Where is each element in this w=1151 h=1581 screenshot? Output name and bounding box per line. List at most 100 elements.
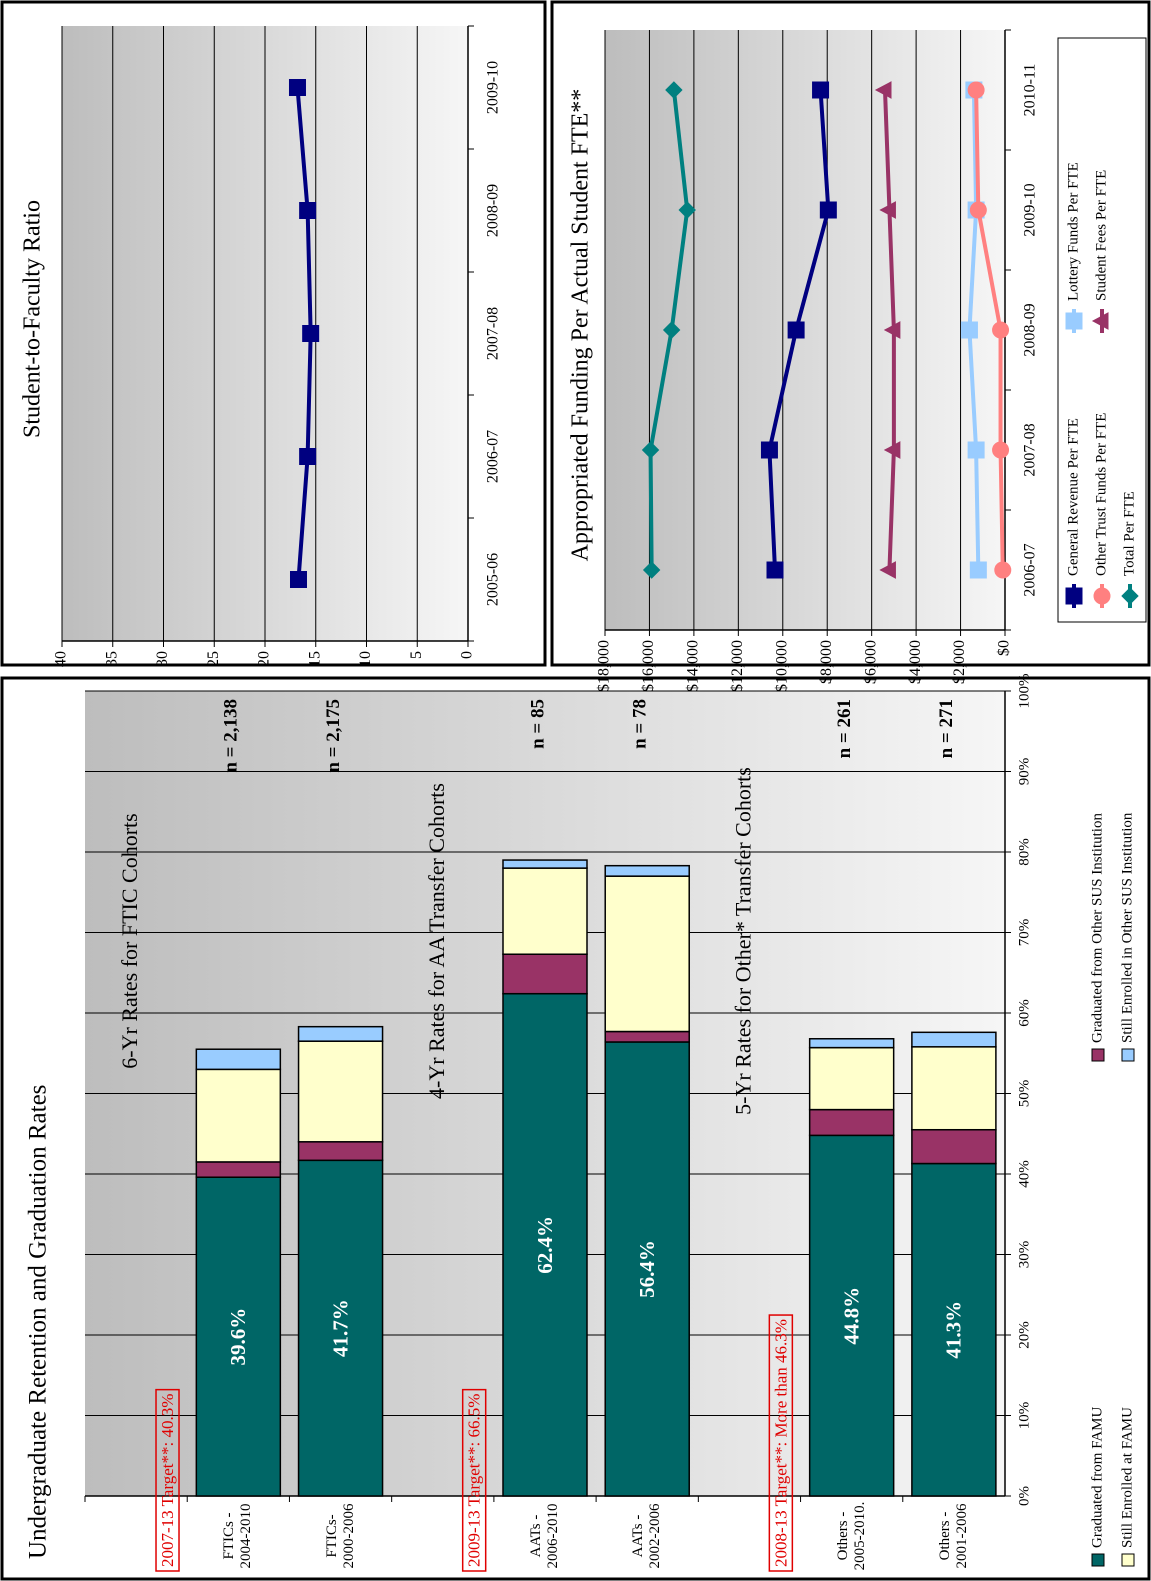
legend-swatch xyxy=(1091,1553,1105,1567)
marker xyxy=(1065,587,1083,605)
group-heading: 6-Yr Rates for FTIC Cohorts xyxy=(117,813,142,1068)
y-tick-label: $10,000 xyxy=(773,640,790,692)
marker xyxy=(641,441,660,459)
target-label: 2009-13 Target**: 66.5% xyxy=(465,1394,484,1567)
y-tick-label: $8,000 xyxy=(818,640,835,684)
bar-segment xyxy=(911,1128,997,1165)
x-tick-label: 70% xyxy=(1016,919,1032,947)
bar-segment xyxy=(808,1108,895,1137)
data-label: 62.4% xyxy=(533,1216,557,1274)
n-label: n = 2,138 xyxy=(221,699,242,773)
category-label-box: AATs - 2006-2010 xyxy=(528,1503,561,1569)
n-label: n = 85 xyxy=(527,699,548,749)
x-tick-label: 30% xyxy=(1016,1241,1032,1269)
marker xyxy=(1093,587,1111,605)
marker xyxy=(879,201,896,219)
y-tick-label: $0 xyxy=(996,640,1013,656)
x-tick-label: 50% xyxy=(1016,1080,1032,1108)
n-label: n = 2,175 xyxy=(323,699,344,773)
marker xyxy=(642,561,661,579)
y-tick-label: 35 xyxy=(103,651,120,667)
y-tick-label: $14,000 xyxy=(685,640,702,692)
bar-segment xyxy=(297,1141,384,1162)
legend-label: Total Per FTE xyxy=(1121,491,1137,576)
marker xyxy=(787,321,805,339)
category-label-box: Others - 2001-2006 xyxy=(937,1504,970,1569)
marker xyxy=(665,81,683,99)
category-label-box: FTICs - 2004-2010 xyxy=(221,1504,254,1569)
x-tick-label: 40% xyxy=(1016,1160,1032,1188)
target-box xyxy=(768,1314,794,1572)
x-tick-label: 2010-11 xyxy=(1022,64,1039,117)
target-box xyxy=(461,1388,487,1572)
legend-label: Lottery Funds Per FTE xyxy=(1065,162,1081,301)
chart-title: Student-to-Faculty Ratio xyxy=(20,200,46,438)
bar-segment xyxy=(195,1068,282,1163)
legend-label: Graduated from Other SUS Institution xyxy=(1089,813,1105,1043)
marker xyxy=(969,201,987,219)
x-tick-label: 2005-06 xyxy=(485,553,502,606)
marker xyxy=(288,79,306,96)
legend-label: Still Enrolled in Other SUS Institution xyxy=(1119,812,1135,1043)
category-label: AATs - 2006-2010 xyxy=(528,1503,561,1569)
marker xyxy=(883,321,901,339)
group-heading: 4-Yr Rates for AA Transfer Cohorts xyxy=(424,783,449,1099)
category-label-box: Others - 2005-2010. xyxy=(834,1501,868,1571)
category-label-box: FTICs- 2000-2006 xyxy=(323,1503,357,1569)
x-tick-label: 2006-07 xyxy=(485,430,502,483)
legend-swatch xyxy=(1121,1048,1135,1062)
x-tick-label: 60% xyxy=(1016,999,1032,1027)
marker xyxy=(662,321,681,339)
y-tick-label: 10 xyxy=(357,651,374,667)
target-box xyxy=(155,1388,180,1572)
y-tick-label: 0 xyxy=(459,651,476,659)
bar-segment xyxy=(604,864,690,877)
marker xyxy=(302,325,320,342)
bar-segment xyxy=(604,1030,690,1043)
n-label: n = 261 xyxy=(834,699,855,758)
bar-segment xyxy=(297,1040,384,1143)
y-tick-label: $4,000 xyxy=(907,640,924,684)
legend-label: General Revenue Per FTE xyxy=(1065,418,1081,576)
chart-title: Appropriated Funding Per Actual Student … xyxy=(568,89,594,562)
group-heading: 5-Yr Rates for Other* Transfer Cohorts xyxy=(730,767,755,1115)
y-tick-label: $6,000 xyxy=(862,640,879,684)
marker xyxy=(1091,312,1109,330)
marker xyxy=(960,321,978,339)
x-tick-label: 2007-08 xyxy=(1022,423,1039,476)
x-tick-label: 2006-07 xyxy=(1022,543,1039,596)
legend-label: Student Fees Per FTE xyxy=(1093,170,1109,301)
x-tick-label: 90% xyxy=(1016,758,1032,786)
y-tick-label: 20 xyxy=(256,651,273,667)
marker xyxy=(766,561,784,579)
y-tick-label: 25 xyxy=(205,651,222,667)
legend-label: Graduated from FAMU xyxy=(1089,1406,1105,1548)
marker xyxy=(967,81,985,99)
x-tick-label: 2007-08 xyxy=(485,307,502,360)
y-tick-label: $12,000 xyxy=(729,640,746,692)
marker xyxy=(1065,312,1083,330)
bar-segment xyxy=(195,1161,282,1178)
bar-segment xyxy=(195,1048,282,1071)
bar-segment xyxy=(502,953,588,995)
x-tick-label: 2009-10 xyxy=(485,61,502,114)
category-label: FTICs- 2000-2006 xyxy=(323,1503,357,1569)
marker xyxy=(969,561,987,579)
bar-segment xyxy=(808,1046,895,1111)
marker xyxy=(812,81,830,99)
marker xyxy=(883,441,901,459)
data-label: 41.3% xyxy=(942,1301,966,1359)
marker xyxy=(760,441,778,459)
bar-segment xyxy=(604,875,690,1033)
category-label-box: AATs - 2002-2006 xyxy=(630,1504,663,1569)
marker xyxy=(874,81,892,99)
category-label: Others - 2005-2010. xyxy=(834,1501,868,1571)
n-label: n = 271 xyxy=(936,699,957,758)
marker xyxy=(299,202,317,219)
marker xyxy=(678,201,696,219)
marker xyxy=(819,201,837,219)
data-label: 44.8% xyxy=(839,1287,863,1345)
y-tick-label: $16,000 xyxy=(640,640,657,692)
